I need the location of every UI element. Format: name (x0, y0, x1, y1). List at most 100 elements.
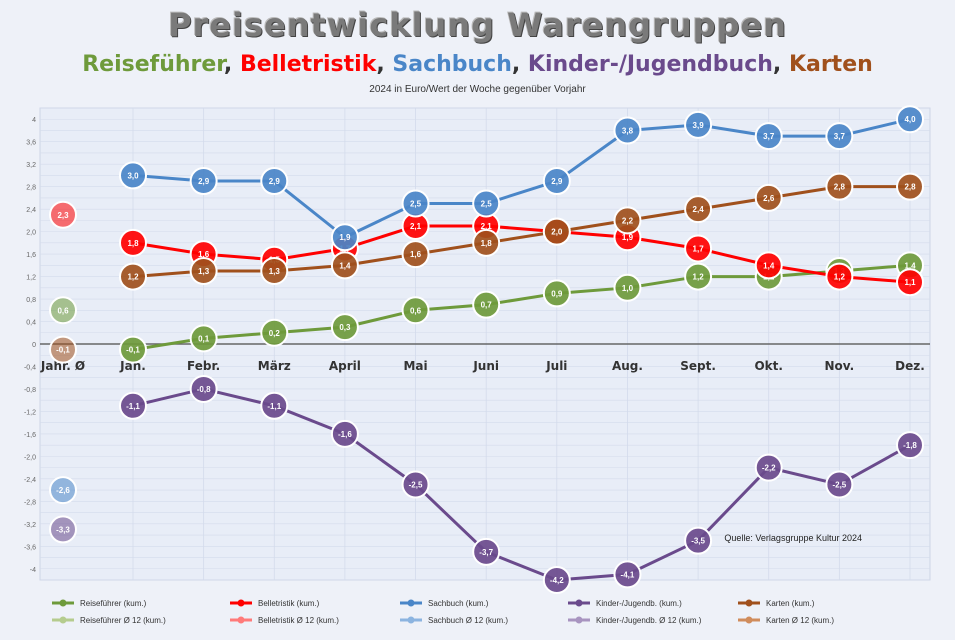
data-point (260, 391, 289, 420)
data-point (330, 313, 359, 342)
y-tick-label: -3,6 (24, 544, 36, 551)
subtitle-separator: , (772, 52, 789, 77)
data-point (260, 318, 289, 347)
data-label: 1,2 (693, 273, 705, 282)
legend-label: Reiseführer Ø 12 (kum.) (80, 616, 166, 625)
data-label: 0,2 (269, 329, 281, 338)
data-point (684, 195, 713, 224)
data-point (684, 110, 713, 139)
legend-label: Belletristik (kum.) (258, 599, 320, 608)
data-label: -1,8 (903, 441, 917, 450)
y-tick-label: 0,8 (26, 297, 36, 304)
data-label: 1,2 (127, 273, 139, 282)
chart-title: Preisentwicklung Warengruppen (168, 6, 787, 44)
data-point (754, 251, 783, 280)
data-point (401, 296, 430, 325)
y-tick-label: -1,2 (24, 409, 36, 416)
data-label: 0,6 (410, 306, 422, 315)
x-tick-label: April (329, 359, 361, 373)
data-label: 0,3 (339, 323, 351, 332)
legend-label: Kinder-/Jugendb. (kum.) (596, 599, 682, 608)
data-point (754, 183, 783, 212)
subtitle-separator: , (223, 52, 240, 77)
data-point (825, 470, 854, 499)
y-tick-label: 3,6 (26, 140, 36, 147)
data-point (119, 335, 147, 364)
data-label: 0,9 (551, 289, 563, 298)
data-point (896, 268, 924, 297)
y-tick-label: -2,8 (24, 499, 36, 506)
data-label: -3,7 (479, 548, 493, 557)
chart-subtitle: Reiseführer, Belletristik, Sachbuch, Kin… (0, 52, 955, 77)
data-label: 2,8 (904, 183, 916, 192)
data-label: 1,4 (339, 261, 351, 270)
x-tick-label: Jahr. Ø (40, 359, 85, 373)
data-label: -4,1 (621, 570, 635, 579)
reference-label: -0,1 (56, 346, 70, 355)
legend-label: Kinder-/Jugendb. Ø 12 (kum.) (596, 616, 702, 625)
data-point (330, 419, 359, 448)
source-annotation: Quelle: Verlagsgruppe Kultur 2024 (724, 533, 862, 543)
reference-point (49, 200, 77, 229)
data-label: 3,7 (763, 132, 775, 141)
y-tick-label: -4 (30, 567, 36, 574)
data-point (613, 206, 642, 235)
data-point (542, 217, 571, 246)
data-point (119, 161, 147, 190)
data-label: 1,9 (339, 233, 351, 242)
data-label: 1,4 (904, 261, 916, 270)
y-tick-label: -3,2 (24, 522, 36, 529)
data-point (189, 374, 218, 403)
data-label: -4,2 (550, 576, 564, 585)
data-label: 1,9 (622, 233, 634, 242)
data-label: 2,5 (410, 200, 422, 209)
subtitle-word: Belletristik (239, 52, 377, 77)
legend-label: Belletristik Ø 12 (kum.) (258, 616, 339, 625)
data-point (472, 189, 501, 218)
subtitle-word: Karten (788, 52, 873, 77)
data-point (401, 189, 430, 218)
legend-marker (745, 616, 753, 624)
data-point (825, 122, 854, 151)
x-tick-label: Mai (403, 359, 427, 373)
y-tick-label: 2,8 (26, 185, 36, 192)
data-point (896, 172, 924, 201)
data-point (896, 431, 924, 460)
y-tick-label: 1,2 (26, 275, 36, 282)
data-label: 1,7 (693, 244, 705, 253)
data-label: 3,8 (622, 126, 634, 135)
data-label: 2,0 (551, 228, 563, 237)
data-point (119, 391, 147, 420)
data-label: 2,2 (622, 216, 634, 225)
y-tick-label: -0,8 (24, 387, 36, 394)
data-point (825, 172, 854, 201)
data-point (613, 560, 642, 589)
data-label: 2,4 (693, 205, 705, 214)
data-point (189, 167, 218, 196)
data-label: 4,0 (904, 115, 916, 124)
data-label: 1,1 (904, 278, 916, 287)
y-tick-label: 0,4 (26, 320, 36, 327)
legend-label: Sachbuch Ø 12 (kum.) (428, 616, 508, 625)
data-label: 0,1 (198, 334, 210, 343)
reference-label: 0,6 (57, 306, 69, 315)
data-point (401, 470, 430, 499)
y-tick-label: -2,4 (24, 477, 36, 484)
data-point (330, 223, 359, 252)
data-label: -1,6 (338, 430, 352, 439)
reference-point (49, 515, 77, 544)
x-tick-label: Aug. (612, 359, 643, 373)
data-point (825, 262, 854, 291)
data-label: 2,8 (834, 183, 846, 192)
y-tick-label: 1,6 (26, 252, 36, 259)
data-label: 2,1 (481, 222, 493, 231)
y-tick-label: 0 (32, 342, 36, 349)
x-tick-label: Nov. (825, 359, 855, 373)
data-label: -0,1 (126, 346, 140, 355)
data-label: 1,8 (481, 239, 493, 248)
reference-point (49, 335, 77, 364)
data-label: -3,5 (691, 537, 705, 546)
legend-label: Karten (kum.) (766, 599, 815, 608)
legend-marker (407, 616, 415, 624)
